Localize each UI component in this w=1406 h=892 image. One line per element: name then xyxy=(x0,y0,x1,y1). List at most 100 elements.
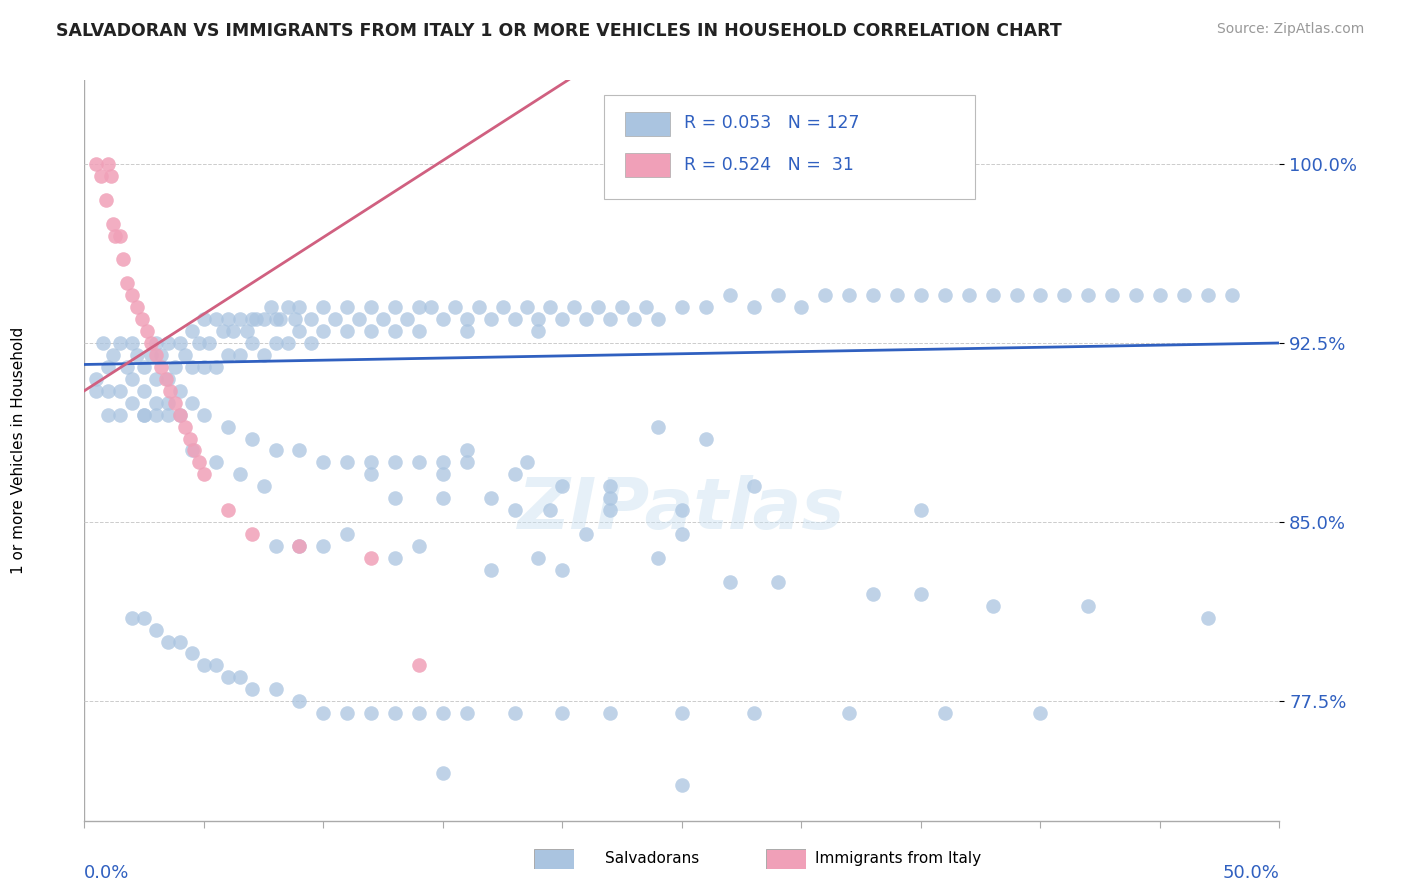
Point xyxy=(886,288,908,302)
Point xyxy=(360,455,382,469)
Point xyxy=(492,300,515,314)
Point xyxy=(157,395,180,409)
Point xyxy=(264,539,287,553)
Point xyxy=(165,395,187,409)
Point xyxy=(169,384,191,398)
Point xyxy=(1029,288,1052,302)
Point xyxy=(288,300,311,314)
Point xyxy=(97,157,120,171)
Point xyxy=(432,765,454,780)
Point xyxy=(647,312,669,326)
Text: Salvadorans: Salvadorans xyxy=(605,851,699,865)
Point xyxy=(1101,288,1123,302)
Point xyxy=(212,324,235,338)
Point xyxy=(527,324,550,338)
Point xyxy=(86,372,108,386)
Point xyxy=(360,324,382,338)
Point xyxy=(910,587,932,601)
Point xyxy=(408,324,430,338)
Point xyxy=(301,312,323,326)
Point xyxy=(181,324,204,338)
Point xyxy=(479,563,502,577)
Point xyxy=(312,706,335,721)
Point xyxy=(671,503,693,517)
Point xyxy=(325,312,347,326)
Point xyxy=(456,324,478,338)
Point xyxy=(288,694,311,708)
Point xyxy=(373,312,395,326)
Point xyxy=(240,432,263,446)
Point xyxy=(217,670,239,684)
Point xyxy=(157,634,180,648)
Point xyxy=(336,300,359,314)
Point xyxy=(181,359,204,374)
Point xyxy=(360,300,382,314)
Point xyxy=(121,395,143,409)
Point xyxy=(217,503,239,517)
Point xyxy=(408,300,430,314)
Point xyxy=(1173,288,1195,302)
Point xyxy=(862,288,884,302)
Point xyxy=(575,527,598,541)
Point xyxy=(179,432,201,446)
Point xyxy=(408,658,430,673)
Point xyxy=(217,312,239,326)
Point xyxy=(336,455,359,469)
Point xyxy=(503,503,526,517)
Point xyxy=(671,706,693,721)
Point xyxy=(527,550,550,565)
Point xyxy=(93,336,115,351)
Point xyxy=(155,372,177,386)
Point xyxy=(277,336,299,351)
Point xyxy=(336,527,359,541)
Point xyxy=(540,503,562,517)
Point xyxy=(240,682,263,697)
Point xyxy=(456,312,478,326)
Point xyxy=(110,228,132,243)
Point xyxy=(135,324,157,338)
Point xyxy=(957,288,980,302)
Point xyxy=(181,647,204,661)
Point xyxy=(121,610,143,624)
Point xyxy=(540,300,562,314)
Point xyxy=(240,336,263,351)
Point xyxy=(101,348,124,362)
Point xyxy=(97,384,120,398)
Point xyxy=(360,706,382,721)
Point xyxy=(132,408,156,422)
Point xyxy=(173,419,195,434)
Point xyxy=(647,550,669,565)
Point xyxy=(145,408,167,422)
Point xyxy=(169,408,191,422)
Point xyxy=(1053,288,1076,302)
Point xyxy=(312,455,335,469)
Point xyxy=(269,312,291,326)
Point xyxy=(141,336,163,351)
Point xyxy=(193,312,215,326)
Point xyxy=(360,467,382,482)
Point xyxy=(131,312,153,326)
Point xyxy=(564,300,586,314)
Point xyxy=(173,348,195,362)
Point xyxy=(145,372,167,386)
Point xyxy=(132,408,156,422)
Point xyxy=(188,336,211,351)
Point xyxy=(229,467,252,482)
Text: 1 or more Vehicles in Household: 1 or more Vehicles in Household xyxy=(11,326,27,574)
FancyBboxPatch shape xyxy=(605,95,974,199)
Point xyxy=(169,336,191,351)
Text: SALVADORAN VS IMMIGRANTS FROM ITALY 1 OR MORE VEHICLES IN HOUSEHOLD CORRELATION : SALVADORAN VS IMMIGRANTS FROM ITALY 1 OR… xyxy=(56,22,1062,40)
Point xyxy=(141,348,163,362)
Point xyxy=(408,539,430,553)
Point xyxy=(97,359,120,374)
Point xyxy=(132,610,156,624)
Point xyxy=(503,467,526,482)
Point xyxy=(432,706,454,721)
Point xyxy=(408,706,430,721)
Point xyxy=(301,336,323,351)
Point xyxy=(312,300,335,314)
Point xyxy=(981,288,1004,302)
Point xyxy=(110,336,132,351)
Point xyxy=(100,169,122,183)
Point xyxy=(1197,288,1219,302)
